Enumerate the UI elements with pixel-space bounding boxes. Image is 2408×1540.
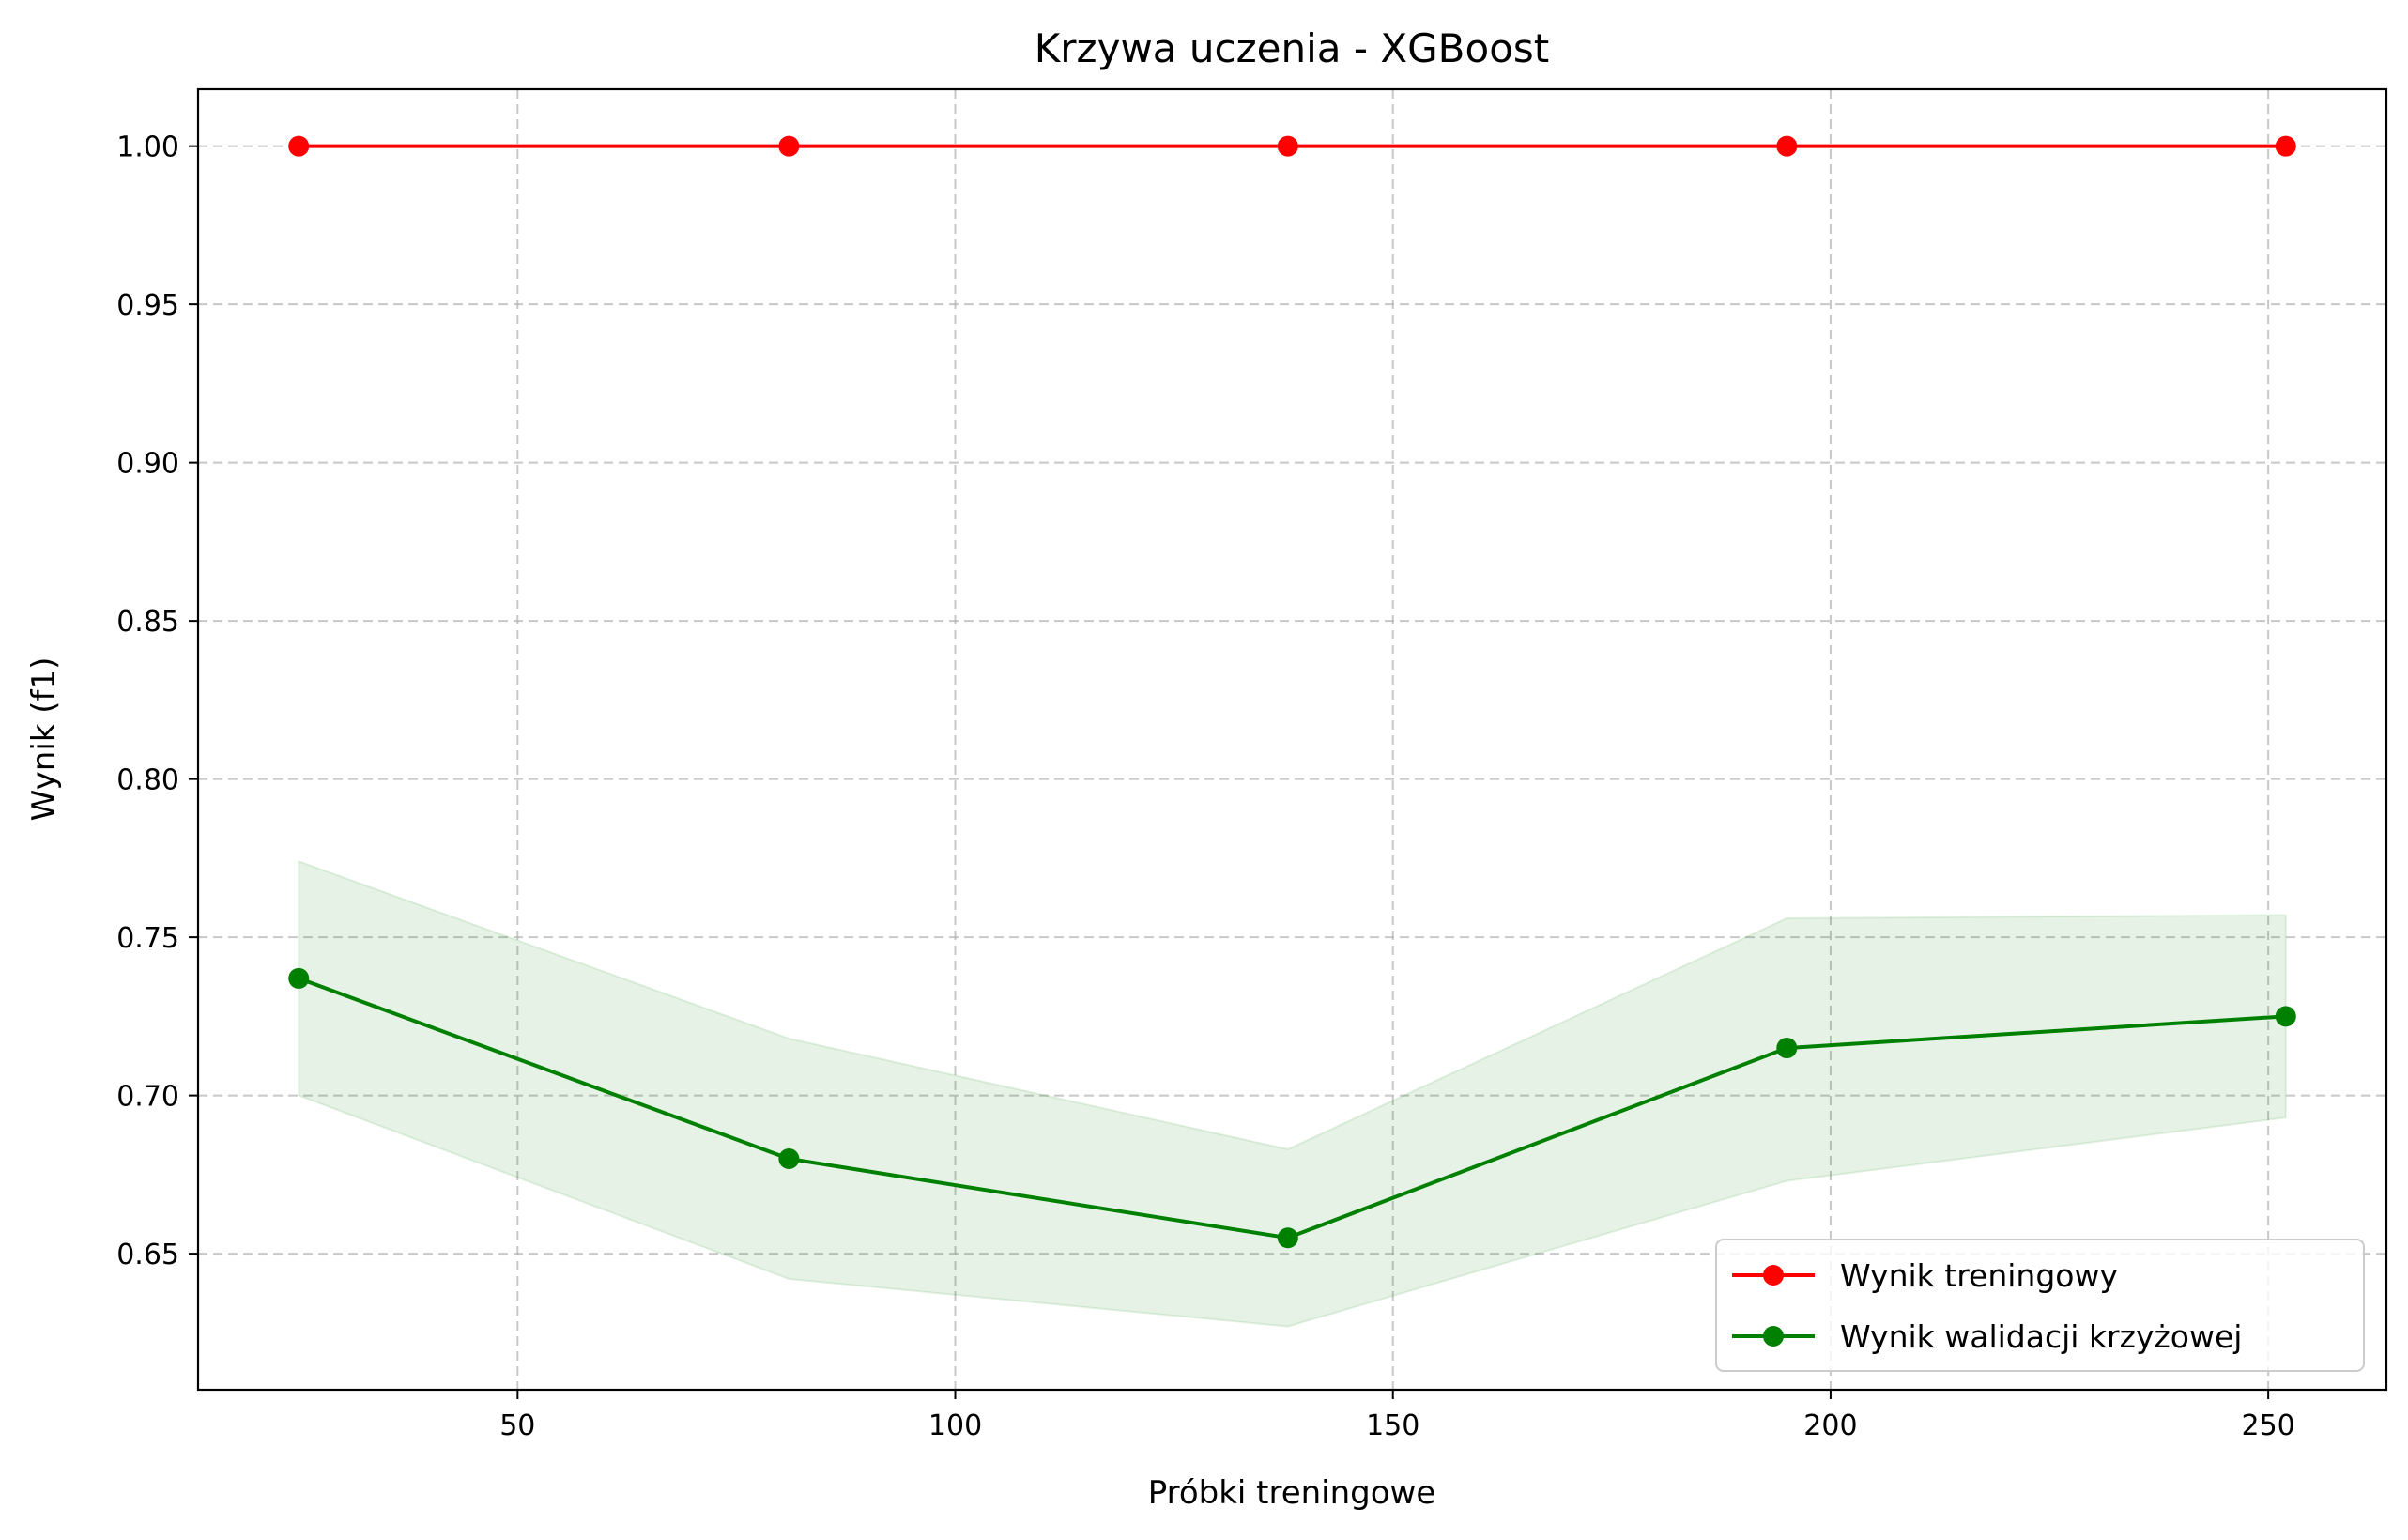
legend-label-train: Wynik treningowy [1840, 1257, 2118, 1294]
legend-marker-train [1763, 1265, 1784, 1286]
point-train [1277, 135, 1298, 157]
point-train [778, 135, 800, 157]
y-tick-label: 0.80 [116, 764, 179, 797]
point-validation [1776, 1038, 1798, 1059]
y-tick-label: 0.85 [116, 606, 179, 639]
x-axis-ticks: 50 100 150 200 250 [499, 1390, 2295, 1442]
x-axis-label: Próbki treningowe [1148, 1474, 1436, 1512]
y-tick-label: 0.95 [116, 289, 179, 322]
x-tick-label: 150 [1366, 1409, 1419, 1442]
y-tick-label: 0.70 [116, 1081, 179, 1114]
legend-label-validation: Wynik walidacji krzyżowej [1840, 1318, 2242, 1355]
x-tick-label: 50 [499, 1409, 535, 1442]
point-validation [288, 967, 310, 989]
legend-box [1715, 1239, 2365, 1372]
series-points [288, 135, 2296, 1249]
y-tick-label: 1.00 [116, 131, 179, 164]
legend: Wynik treningowy Wynik walidacji krzyżow… [1715, 1239, 2365, 1372]
x-tick-label: 100 [928, 1409, 982, 1442]
legend-marker-validation [1763, 1326, 1784, 1347]
y-tick-label: 0.75 [116, 922, 179, 955]
y-tick-label: 0.90 [116, 448, 179, 481]
point-train [1776, 135, 1798, 157]
y-axis-ticks: 0.65 0.70 0.75 0.80 0.85 0.90 0.95 1.00 [116, 131, 198, 1271]
chart-title: Krzywa uczenia - XGBoost [1035, 25, 1550, 71]
band-validation [298, 859, 2287, 1328]
point-validation [1277, 1227, 1298, 1249]
point-validation [2275, 1006, 2296, 1027]
point-train [2275, 135, 2296, 157]
y-tick-label: 0.65 [116, 1239, 179, 1271]
point-validation [778, 1148, 800, 1170]
y-axis-label: Wynik (f1) [25, 657, 63, 822]
x-tick-label: 200 [1803, 1409, 1857, 1442]
plot-frame [196, 87, 2388, 1392]
point-train [288, 135, 310, 157]
x-tick-label: 250 [2241, 1409, 2294, 1442]
